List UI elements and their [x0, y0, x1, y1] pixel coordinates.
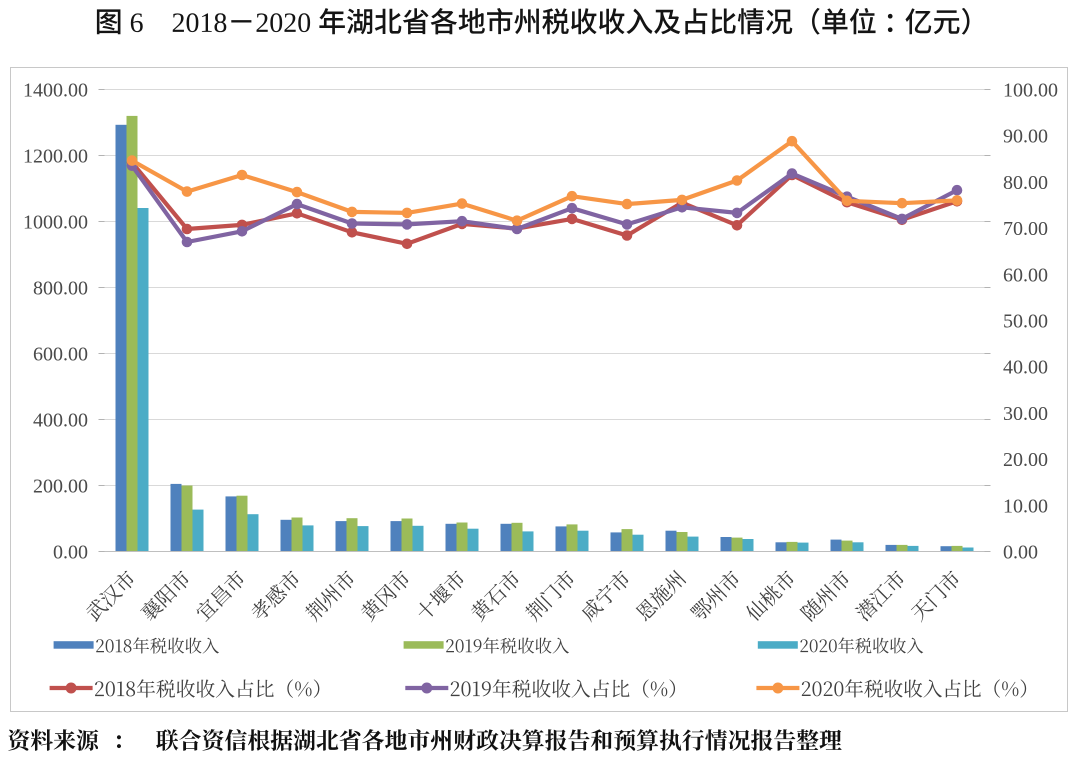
svg-text:40.00: 40.00	[1003, 357, 1048, 379]
svg-text:10.00: 10.00	[1003, 495, 1048, 517]
svg-text:1400.00: 1400.00	[23, 80, 88, 102]
svg-text:1000.00: 1000.00	[23, 212, 88, 234]
svg-text:80.00: 80.00	[1003, 172, 1048, 194]
svg-text:200.00: 200.00	[33, 476, 88, 498]
svg-text:70.00: 70.00	[1003, 218, 1048, 240]
svg-text:400.00: 400.00	[33, 410, 88, 432]
svg-text:600.00: 600.00	[33, 344, 88, 366]
svg-text:1200.00: 1200.00	[23, 146, 88, 168]
svg-text:50.00: 50.00	[1003, 311, 1048, 333]
svg-text:0.00: 0.00	[53, 542, 88, 564]
svg-text:0.00: 0.00	[1003, 542, 1038, 564]
svg-text:30.00: 30.00	[1003, 403, 1048, 425]
svg-text:60.00: 60.00	[1003, 264, 1048, 286]
svg-text:800.00: 800.00	[33, 278, 88, 300]
svg-text:90.00: 90.00	[1003, 126, 1048, 148]
svg-text:20.00: 20.00	[1003, 449, 1048, 471]
svg-text:100.00: 100.00	[1003, 80, 1058, 102]
